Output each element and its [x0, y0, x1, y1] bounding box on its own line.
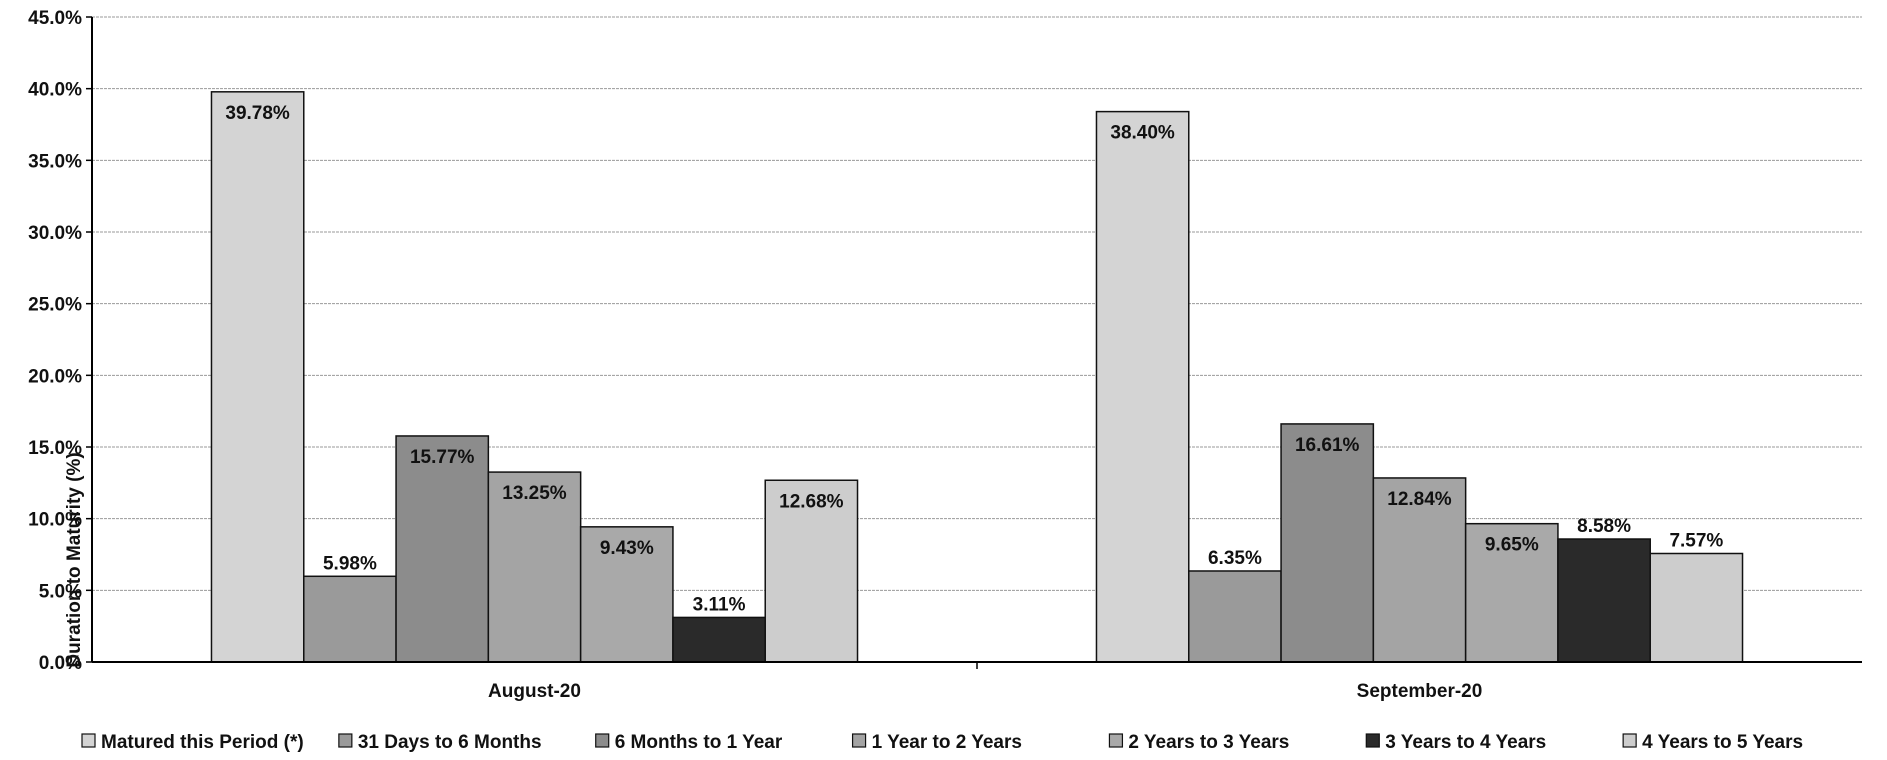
data-label: 16.61% [1295, 435, 1360, 456]
bar [487, 471, 582, 663]
legend-swatch [338, 733, 353, 748]
category-label: August-20 [488, 681, 581, 702]
y-axis-ticks: 0.0% 5.0% 10.0% 15.0% 20.0% 25.0% 30.0% 35.0% 40… [28, 8, 92, 674]
data-label: 38.40% [1110, 123, 1175, 144]
bar [579, 526, 674, 663]
legend-swatch [1365, 733, 1380, 748]
y-tick-label: 45.0% [28, 8, 82, 29]
legend-label: 4 Years to 5 Years [1642, 732, 1803, 753]
bar [1649, 552, 1744, 663]
y-tick-label: 5.0% [39, 581, 82, 602]
y-tick-label: 40.0% [28, 80, 82, 101]
legend-swatch [1622, 733, 1637, 748]
axes [91, 17, 1862, 669]
category-labels: August-20 September-20 [488, 681, 1482, 702]
gridlines [92, 16, 1862, 591]
data-label: 39.78% [225, 103, 290, 124]
bar [672, 616, 766, 663]
bar [395, 435, 490, 663]
legend-label: 3 Years to 4 Years [1385, 732, 1546, 753]
y-tick-label: 10.0% [28, 510, 82, 531]
data-label: 15.77% [410, 447, 475, 468]
bar [1557, 538, 1651, 663]
y-tick-label: 35.0% [28, 151, 82, 172]
data-label: 7.57% [1669, 530, 1723, 551]
bar [764, 479, 859, 663]
legend-label: 6 Months to 1 Year [615, 732, 783, 753]
y-tick-label: 25.0% [28, 295, 82, 316]
legend-swatch [81, 733, 96, 748]
data-label: 3.11% [693, 594, 746, 615]
data-label: 12.68% [779, 491, 844, 512]
bar [1280, 423, 1375, 663]
legend-swatch [1108, 733, 1124, 748]
legend-label: 31 Days to 6 Months [358, 732, 542, 753]
legend-swatch [851, 733, 867, 748]
category-label: September-20 [1357, 681, 1483, 702]
data-label: 9.65% [1485, 535, 1539, 556]
data-label: 12.84% [1387, 489, 1452, 510]
bar [1464, 522, 1559, 663]
y-tick-label: 15.0% [28, 438, 82, 459]
bar [1095, 110, 1190, 663]
bar [1188, 570, 1282, 663]
bar [1372, 477, 1467, 663]
legend-swatch [595, 733, 610, 748]
y-tick-label: 30.0% [28, 223, 82, 244]
legend-label: 1 Year to 2 Years [872, 732, 1022, 753]
bars [210, 91, 1744, 663]
legend-label: Matured this Period (*) [101, 732, 304, 753]
bar [210, 91, 305, 663]
legend-label: 2 Years to 3 Years [1128, 732, 1289, 753]
y-tick-label: 20.0% [28, 366, 82, 387]
data-label: 8.58% [1577, 516, 1631, 537]
y-axis-title: Duration to Maturity (%) [64, 452, 85, 667]
data-labels: 39.78% 5.98% 15.77% 13.25% 9.43% 3.11% 12.68% 3… [225, 103, 1723, 616]
y-tick-label: 0.0% [39, 653, 82, 674]
data-label: 5.98% [323, 553, 377, 574]
data-label: 6.35% [1208, 548, 1262, 569]
data-label: 9.43% [600, 538, 654, 559]
bar [303, 575, 397, 663]
legend: Matured this Period (*) 31 Days to 6 Mont… [81, 732, 1803, 753]
data-label: 13.25% [502, 483, 567, 504]
